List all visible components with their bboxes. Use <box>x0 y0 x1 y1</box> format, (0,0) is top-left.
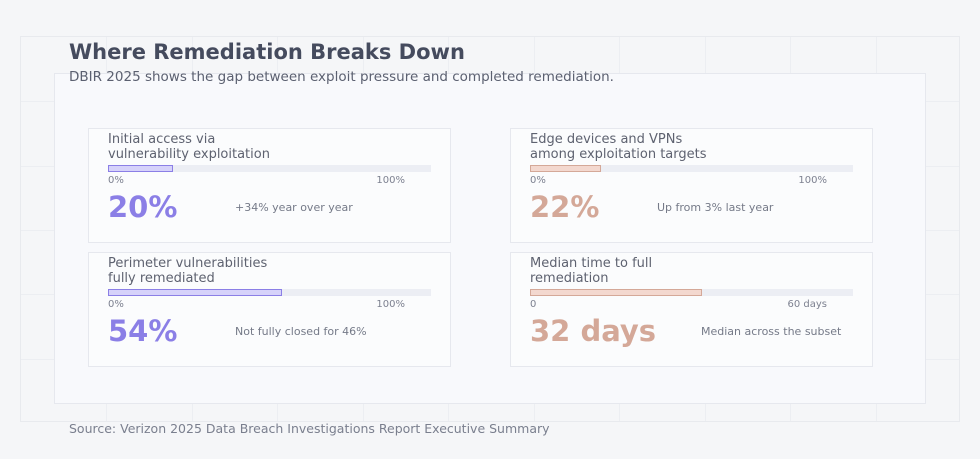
metric-label: Median time to full remediation <box>530 256 653 286</box>
scale-min-label: 0% <box>108 299 124 310</box>
scale-max-label: 60 days <box>787 299 827 310</box>
metric-card: Median time to full remediation 0 60 day… <box>510 252 873 367</box>
metric-card: Initial access via vulnerability exploit… <box>88 128 451 243</box>
progress-fill <box>108 165 173 172</box>
source-note: Source: Verizon 2025 Data Breach Investi… <box>69 421 550 436</box>
progress-track <box>530 289 853 296</box>
metric-note: Up from 3% last year <box>657 201 774 214</box>
scale-max-label: 100% <box>798 175 827 186</box>
metric-note: Not fully closed for 46% <box>235 325 367 338</box>
metric-value: 54% <box>108 314 178 348</box>
scale-max-label: 100% <box>376 175 405 186</box>
metric-label: Perimeter vulnerabilities fully remediat… <box>108 256 268 286</box>
scale-min-label: 0 <box>530 299 537 310</box>
progress-track <box>108 289 431 296</box>
metric-value: 32 days <box>530 314 657 348</box>
metric-card: Perimeter vulnerabilities fully remediat… <box>88 252 451 367</box>
metric-value: 22% <box>530 190 600 224</box>
metric-card: Edge devices and VPNs among exploitation… <box>510 128 873 243</box>
progress-track <box>108 165 431 172</box>
progress-fill <box>530 165 602 172</box>
scale-max-label: 100% <box>376 299 405 310</box>
page-subtitle: DBIR 2025 shows the gap between exploit … <box>69 69 614 85</box>
scale-min-label: 0% <box>530 175 546 186</box>
progress-track <box>530 165 853 172</box>
page-title: Where Remediation Breaks Down <box>69 40 465 64</box>
progress-fill <box>530 289 703 296</box>
metric-label: Initial access via vulnerability exploit… <box>108 132 270 162</box>
metric-value: 20% <box>108 190 178 224</box>
progress-fill <box>108 289 283 296</box>
metric-label: Edge devices and VPNs among exploitation… <box>530 132 707 162</box>
scale-min-label: 0% <box>108 175 124 186</box>
metric-note: +34% year over year <box>235 201 353 214</box>
metric-note: Median across the subset <box>701 325 842 338</box>
